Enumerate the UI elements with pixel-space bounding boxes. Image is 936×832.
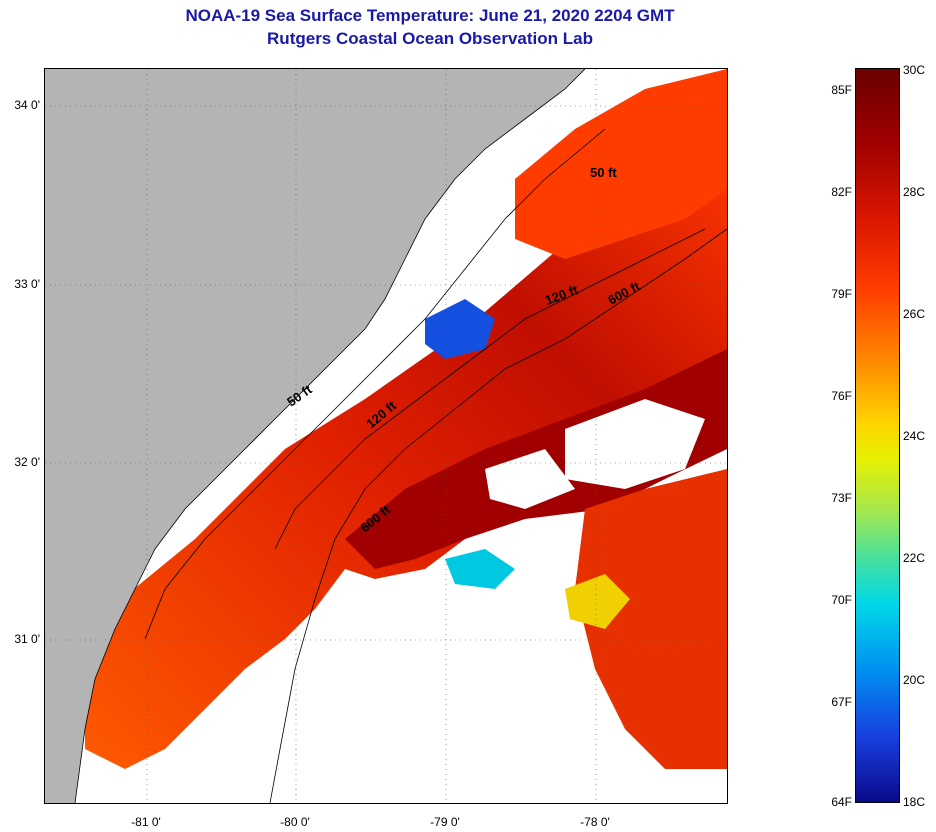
depth-contour-600ft: [269, 228, 727, 803]
lon-label-78: -78 0': [580, 815, 610, 829]
lat-label-31: 31 0': [14, 632, 40, 646]
lon-label-79: -79 0': [430, 815, 460, 829]
depth-contour-120ft: [274, 228, 706, 550]
northeast-warm-water: [515, 69, 727, 259]
warm-water-band: [85, 139, 727, 769]
lat-label-34: 34 0': [14, 98, 40, 112]
land-mass: [45, 69, 585, 803]
cloud-patch-1: [565, 399, 705, 489]
map-title: NOAA-19 Sea Surface Temperature: June 21…: [185, 6, 675, 25]
colorbar-label-79f: 79F: [831, 287, 852, 301]
colorbar-label-26c: 26C: [903, 307, 926, 321]
colorbar-label-76f: 76F: [831, 389, 852, 403]
colorbar-label-82f: 82F: [831, 185, 852, 199]
colorbar-label-28c: 28C: [903, 185, 926, 199]
cool-patch-north: [425, 299, 495, 359]
temperature-colorbar: [855, 68, 900, 803]
colorbar-label-73f: 73F: [831, 491, 852, 505]
map-subtitle: Rutgers Coastal Ocean Observation Lab: [267, 29, 593, 48]
sst-map: 50 ft 120 ft 600 ft 50 ft 120 ft 600 ft: [44, 68, 728, 804]
colorbar-label-64f: 64F: [831, 795, 852, 809]
colorbar-label-20c: 20C: [903, 673, 926, 687]
colorbar-label-24c: 24C: [903, 429, 926, 443]
lat-label-32: 32 0': [14, 455, 40, 469]
graticule: [45, 69, 727, 803]
coastline: [74, 69, 586, 803]
colorbar-label-67f: 67F: [831, 695, 852, 709]
southeast-warm-water: [575, 469, 727, 769]
cool-patch-south: [445, 549, 515, 589]
lon-label-80: -80 0': [280, 815, 310, 829]
cloud-patch-2: [485, 449, 575, 509]
colorbar-label-30c: 30C: [903, 63, 926, 77]
contour-label-50ft-north: 50 ft: [590, 165, 617, 180]
sst-map-image: 50 ft 120 ft 600 ft 50 ft 120 ft 600 ft: [45, 69, 727, 803]
colorbar-label-85f: 85F: [831, 83, 852, 97]
depth-contour-50ft: [144, 128, 606, 640]
colorbar-label-22c: 22C: [903, 551, 926, 565]
cool-patch-east: [565, 574, 630, 629]
colorbar-label-18c: 18C: [903, 795, 926, 809]
colorbar-label-70f: 70F: [831, 593, 852, 607]
lat-label-33: 33 0': [14, 277, 40, 291]
lon-label-81: -81 0': [131, 815, 161, 829]
